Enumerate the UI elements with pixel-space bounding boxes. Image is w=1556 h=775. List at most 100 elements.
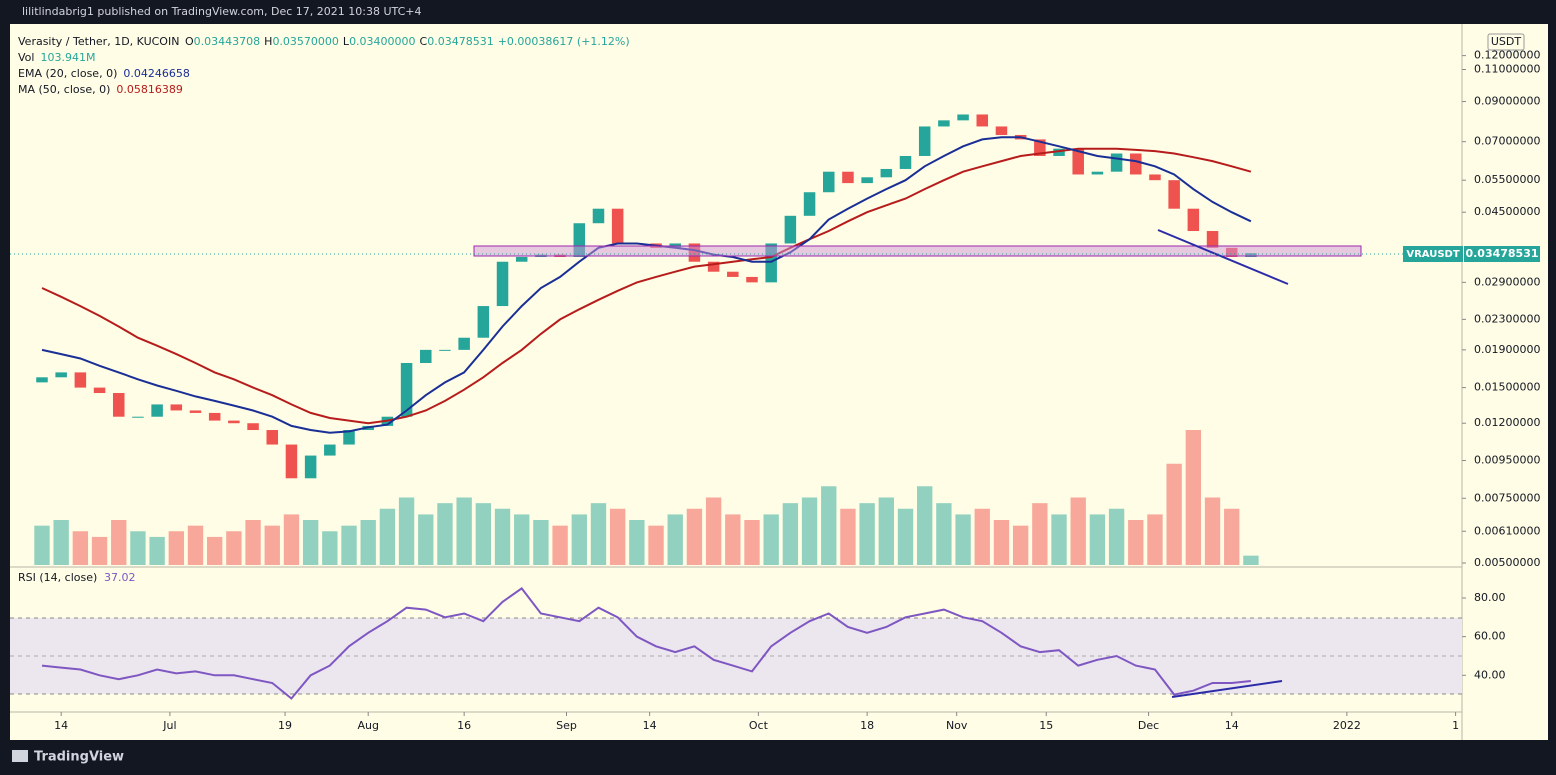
candle-body [880, 168, 893, 178]
volume-bar [801, 497, 818, 565]
volume-bar [1032, 503, 1048, 565]
candle-body [1149, 174, 1161, 181]
candle-body [1053, 148, 1065, 156]
y-tick-label: 0.04500000 [1474, 205, 1540, 218]
volume-bar [552, 525, 568, 565]
rsi-line [41, 587, 1252, 700]
ohlc-value: 0.03570000 [272, 35, 338, 48]
candle-body [74, 372, 87, 388]
x-tick-label: 1 [1452, 719, 1459, 732]
volume-bar [494, 508, 511, 565]
x-tick-label: 16 [457, 719, 471, 732]
volume-bar [398, 497, 415, 565]
y-tick-label: 0.00950000 [1474, 454, 1540, 467]
ohlc-value: 0.03478531 [427, 35, 493, 48]
volume-bar [821, 486, 837, 565]
candle-body [611, 208, 624, 244]
candle-body [784, 215, 797, 244]
candle-body [938, 120, 950, 127]
volume-bar [974, 508, 990, 565]
volume-bar [1128, 520, 1144, 565]
candle-body [151, 404, 163, 417]
candle-body [189, 410, 202, 413]
candle-body [1206, 231, 1219, 248]
volume-bar [34, 525, 50, 565]
x-tick-label: Jul [162, 719, 176, 732]
x-tick-label: 18 [860, 719, 874, 732]
volume-bar [514, 514, 530, 565]
y-tick-label: 0.05500000 [1474, 173, 1540, 186]
candle-body [899, 155, 912, 169]
candle-body [746, 276, 758, 283]
y-tick-label: 0.07000000 [1474, 135, 1540, 148]
volume-bar [418, 514, 434, 565]
candle-body [1130, 153, 1142, 175]
volume-bar [264, 525, 280, 565]
volume-bar [1012, 525, 1029, 565]
candle-body [477, 306, 490, 338]
candle-body [515, 256, 528, 262]
candle-body [822, 171, 835, 193]
last-price-tag [1464, 246, 1540, 262]
volume-bar [1204, 497, 1221, 565]
candle-body [803, 192, 816, 216]
candle-body [861, 177, 873, 184]
ohlc-key: O [185, 35, 194, 48]
candle-body [918, 126, 931, 156]
candle-body [1187, 208, 1200, 232]
candle-body [112, 393, 125, 417]
candle-body [266, 430, 279, 445]
volume-bar [53, 520, 69, 565]
candle-body [842, 171, 854, 184]
rsi-tick-label: 60.00 [1474, 630, 1506, 643]
x-tick-label: Nov [946, 719, 968, 732]
candle-body [343, 430, 355, 445]
volume-bar [725, 514, 741, 565]
candle-body [707, 261, 720, 272]
candle-body [976, 114, 989, 127]
volume-bar [72, 531, 89, 565]
volume-bar [341, 525, 357, 565]
volume-bar [744, 520, 760, 565]
candle-body [727, 271, 739, 277]
rsi-tick-label: 40.00 [1474, 668, 1506, 681]
candle-body [1072, 148, 1084, 175]
x-tick-label: Oct [749, 719, 769, 732]
volume-bar [1051, 514, 1067, 565]
indicator-name: Vol [18, 51, 34, 64]
ohlc-key: L [343, 35, 350, 48]
x-tick-label: Aug [357, 719, 378, 732]
volume-bar [245, 520, 261, 565]
volume-bar [782, 503, 799, 565]
candle-body [1034, 139, 1046, 156]
candle-body [228, 420, 240, 424]
volume-bar [667, 514, 683, 565]
candle-body [439, 349, 451, 351]
volume-bar [437, 503, 453, 565]
support-zone [473, 245, 1362, 257]
y-tick-label: 0.02300000 [1474, 312, 1540, 325]
candle-body [496, 261, 509, 307]
volume-bar [1224, 508, 1240, 565]
volume-bar [207, 536, 223, 565]
candle-body [573, 223, 586, 257]
candle-body [458, 337, 470, 350]
volume-bar [571, 514, 587, 565]
volume-bar [533, 520, 549, 565]
change: +0.00038617 (+1.12%) [498, 35, 630, 48]
x-tick-label: 14 [54, 719, 68, 732]
candle-body [132, 416, 144, 418]
volume-bar [187, 525, 204, 565]
rsi-value: 37.02 [104, 571, 136, 584]
volume-bar [379, 508, 396, 565]
volume-bar [705, 497, 722, 565]
x-tick-label: 19 [278, 719, 292, 732]
y-tick-label: 0.01900000 [1474, 343, 1540, 356]
volume-bar [322, 531, 338, 565]
rsi-tick-label: 80.00 [1474, 591, 1506, 604]
y-tick-label: 0.01500000 [1474, 381, 1540, 394]
indicator-name: MA (50, close, 0) [18, 83, 110, 96]
currency: USDT [1491, 35, 1522, 48]
candle-body [170, 404, 183, 411]
